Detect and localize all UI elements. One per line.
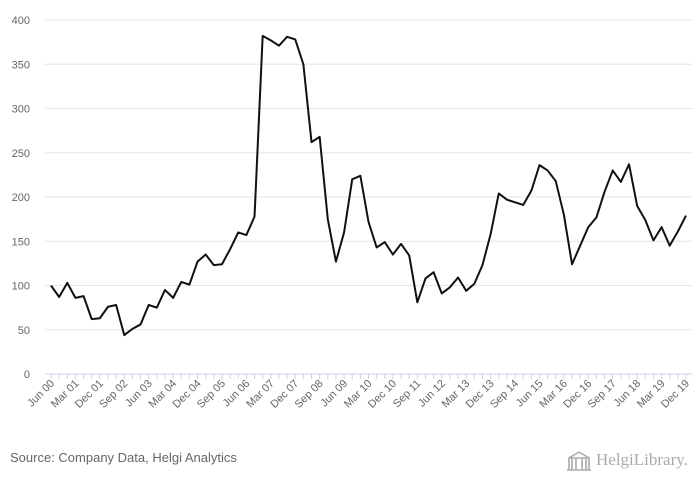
data-point [676,230,679,233]
data-point [595,216,598,219]
data-point [497,192,500,195]
data-point [204,253,207,256]
data-point [473,282,476,285]
data-point [310,141,313,144]
data-point [74,296,77,299]
data-point [367,220,370,223]
data-point [636,204,639,207]
data-point [115,303,118,306]
data-point [343,231,346,234]
data-point [587,226,590,229]
data-point [660,226,663,229]
y-tick-label: 300 [12,104,30,116]
y-tick-label: 400 [12,15,30,27]
data-point [546,169,549,172]
source-note: Source: Company Data, Helgi Analytics [10,450,237,465]
data-point [391,253,394,256]
y-tick-label: 250 [12,148,30,160]
data-point [400,242,403,245]
y-tick-label: 100 [12,281,30,293]
data-point [554,180,557,183]
data-point [359,174,362,177]
data-point [326,218,329,221]
data-point [302,63,305,66]
data-point [603,190,606,193]
data-point [212,264,215,267]
data-point [163,288,166,291]
data-point [261,34,264,37]
data-point [538,164,541,167]
data-point [229,248,232,251]
data-point [188,283,191,286]
data-point [98,317,101,320]
data-point [416,301,419,304]
data-point [253,215,256,218]
data-point [611,169,614,172]
data-point [408,254,411,257]
helgi-library-building-icon [567,451,591,471]
data-point [579,244,582,247]
data-point [383,241,386,244]
data-point [106,305,109,308]
data-point [685,214,688,217]
data-point [196,260,199,263]
data-point [628,163,631,166]
y-tick-label: 150 [12,236,30,248]
series-line [50,34,687,337]
data-point [619,180,622,183]
data-point [530,189,533,192]
data-point [269,39,272,42]
data-point [220,263,223,266]
data-point [505,198,508,201]
data-point [514,201,517,204]
y-tick-label: 50 [18,325,30,337]
data-point [522,203,525,206]
data-point [432,271,435,274]
data-point [465,289,468,292]
data-point [180,280,183,283]
data-point [50,284,53,287]
data-point [294,38,297,41]
y-tick-label: 200 [12,192,30,204]
data-point [277,44,280,47]
data-point [237,231,240,234]
brand-logo: HelgiLibrary. [566,447,688,473]
data-point [351,178,354,181]
y-tick-label: 0 [24,369,30,381]
brand-name: HelgiLibrary. [596,450,688,469]
data-point [139,323,142,326]
data-point [245,234,248,237]
data-point [286,35,289,38]
data-point [562,213,565,216]
data-point [571,263,574,266]
data-point [155,306,158,309]
data-point [652,239,655,242]
data-point [90,318,93,321]
data-point [440,292,443,295]
data-point [172,296,175,299]
data-point [82,295,85,298]
data-point [375,246,378,249]
x-tick-label: Sep 11 [391,378,424,411]
data-point [489,233,492,236]
data-point [123,334,126,337]
data-point [318,135,321,138]
y-tick-label: 350 [12,59,30,71]
data-point [481,264,484,267]
data-point [424,277,427,280]
data-point [147,303,150,306]
data-point [448,286,451,289]
data-point [668,244,671,247]
data-point [644,219,647,222]
data-point [66,281,69,284]
data-point [457,276,460,279]
data-point [131,327,134,330]
data-point [58,296,61,299]
data-point [334,260,337,263]
